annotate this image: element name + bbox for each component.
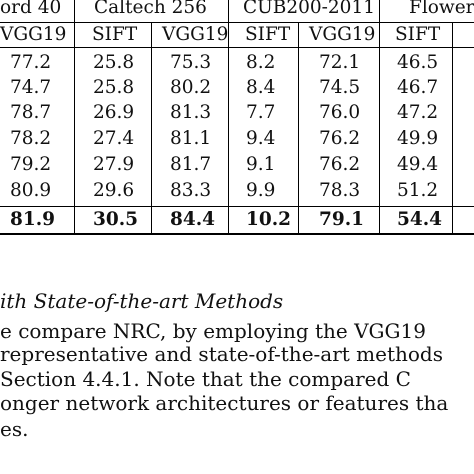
table-cell: 26.9 bbox=[93, 102, 135, 123]
body-text-line: onger network architectures or features … bbox=[0, 391, 449, 415]
group-header-caltech: Caltech 256 bbox=[94, 0, 207, 18]
sub-header: SIFT bbox=[92, 24, 138, 45]
table-cell: 47.2 bbox=[397, 102, 439, 123]
table-cell: 49.4 bbox=[397, 154, 439, 175]
results-table: ord 40 Caltech 256 CUB200-2011 Flower VG… bbox=[0, 0, 474, 235]
table-cell: 79.2 bbox=[10, 154, 52, 175]
table-cell: 81.3 bbox=[170, 102, 212, 123]
sub-header: VGG19 bbox=[0, 24, 67, 45]
column-separator bbox=[298, 22, 299, 235]
table-cell: 72.1 bbox=[319, 52, 361, 73]
table-cell: 51.2 bbox=[397, 180, 439, 201]
table-cell: 8.4 bbox=[246, 77, 276, 98]
sub-header: VGG19 bbox=[309, 24, 376, 45]
table-cell: 46.7 bbox=[397, 77, 439, 98]
column-separator bbox=[228, 0, 229, 235]
table-cell: 76.2 bbox=[319, 128, 361, 149]
body-text-line: e compare NRC, by employing the VGG19 bbox=[0, 319, 426, 343]
table-cell: 77.2 bbox=[10, 52, 52, 73]
table-cell: 80.9 bbox=[10, 180, 52, 201]
table-cell: 27.4 bbox=[93, 128, 135, 149]
table-cell: 81.1 bbox=[170, 128, 212, 149]
table-cell: 9.9 bbox=[246, 180, 276, 201]
column-separator bbox=[151, 22, 152, 235]
body-text-line: Section 4.4.1. Note that the compared C bbox=[0, 367, 411, 391]
body-text-line: es. bbox=[0, 417, 29, 441]
section-title: ith State-of-the-art Methods bbox=[0, 289, 284, 313]
header-group-rule bbox=[0, 22, 474, 23]
table-cell: 74.7 bbox=[10, 77, 52, 98]
table-cell: 76.0 bbox=[319, 102, 361, 123]
sub-header: SIFT bbox=[395, 24, 441, 45]
table-cell: 9.4 bbox=[246, 128, 276, 149]
table-cell: 10.2 bbox=[246, 209, 292, 230]
table-cell: 46.5 bbox=[397, 52, 439, 73]
sub-header: SIFT bbox=[245, 24, 291, 45]
table-cell: 49.9 bbox=[397, 128, 439, 149]
table-cell: 78.2 bbox=[10, 128, 52, 149]
column-separator bbox=[452, 22, 453, 235]
table-cell: 76.2 bbox=[319, 154, 361, 175]
table-cell: 78.3 bbox=[319, 180, 361, 201]
table-cell: 7.7 bbox=[246, 102, 276, 123]
group-header-flower: Flower bbox=[409, 0, 474, 18]
table-cell: 25.8 bbox=[93, 77, 135, 98]
table-cell: 75.3 bbox=[170, 52, 212, 73]
table-cell: 8.2 bbox=[246, 52, 276, 73]
table-cell: 74.5 bbox=[319, 77, 361, 98]
table-cell: 79.1 bbox=[319, 209, 365, 230]
group-header-oxford: ord 40 bbox=[0, 0, 62, 18]
table-cell: 25.8 bbox=[93, 52, 135, 73]
best-row-top-rule bbox=[0, 206, 474, 207]
body-text-line: representative and state-of-the-art meth… bbox=[0, 342, 443, 366]
sub-header: VGG19 bbox=[162, 24, 229, 45]
table-cell: 29.6 bbox=[93, 180, 135, 201]
column-separator bbox=[74, 0, 75, 235]
group-header-cub: CUB200-2011 bbox=[243, 0, 375, 18]
table-bottom-rule bbox=[0, 233, 474, 235]
table-cell: 30.5 bbox=[93, 209, 139, 230]
table-cell: 27.9 bbox=[93, 154, 135, 175]
table-cell: 54.4 bbox=[397, 209, 443, 230]
table-cell: 78.7 bbox=[10, 102, 52, 123]
table-cell: 81.7 bbox=[170, 154, 212, 175]
table-cell: 80.2 bbox=[170, 77, 212, 98]
table-cell: 83.3 bbox=[170, 180, 212, 201]
table-cell: 84.4 bbox=[170, 209, 216, 230]
table-cell: 9.1 bbox=[246, 154, 276, 175]
column-separator bbox=[379, 0, 380, 235]
table-cell: 81.9 bbox=[10, 209, 56, 230]
header-rule bbox=[0, 47, 474, 48]
